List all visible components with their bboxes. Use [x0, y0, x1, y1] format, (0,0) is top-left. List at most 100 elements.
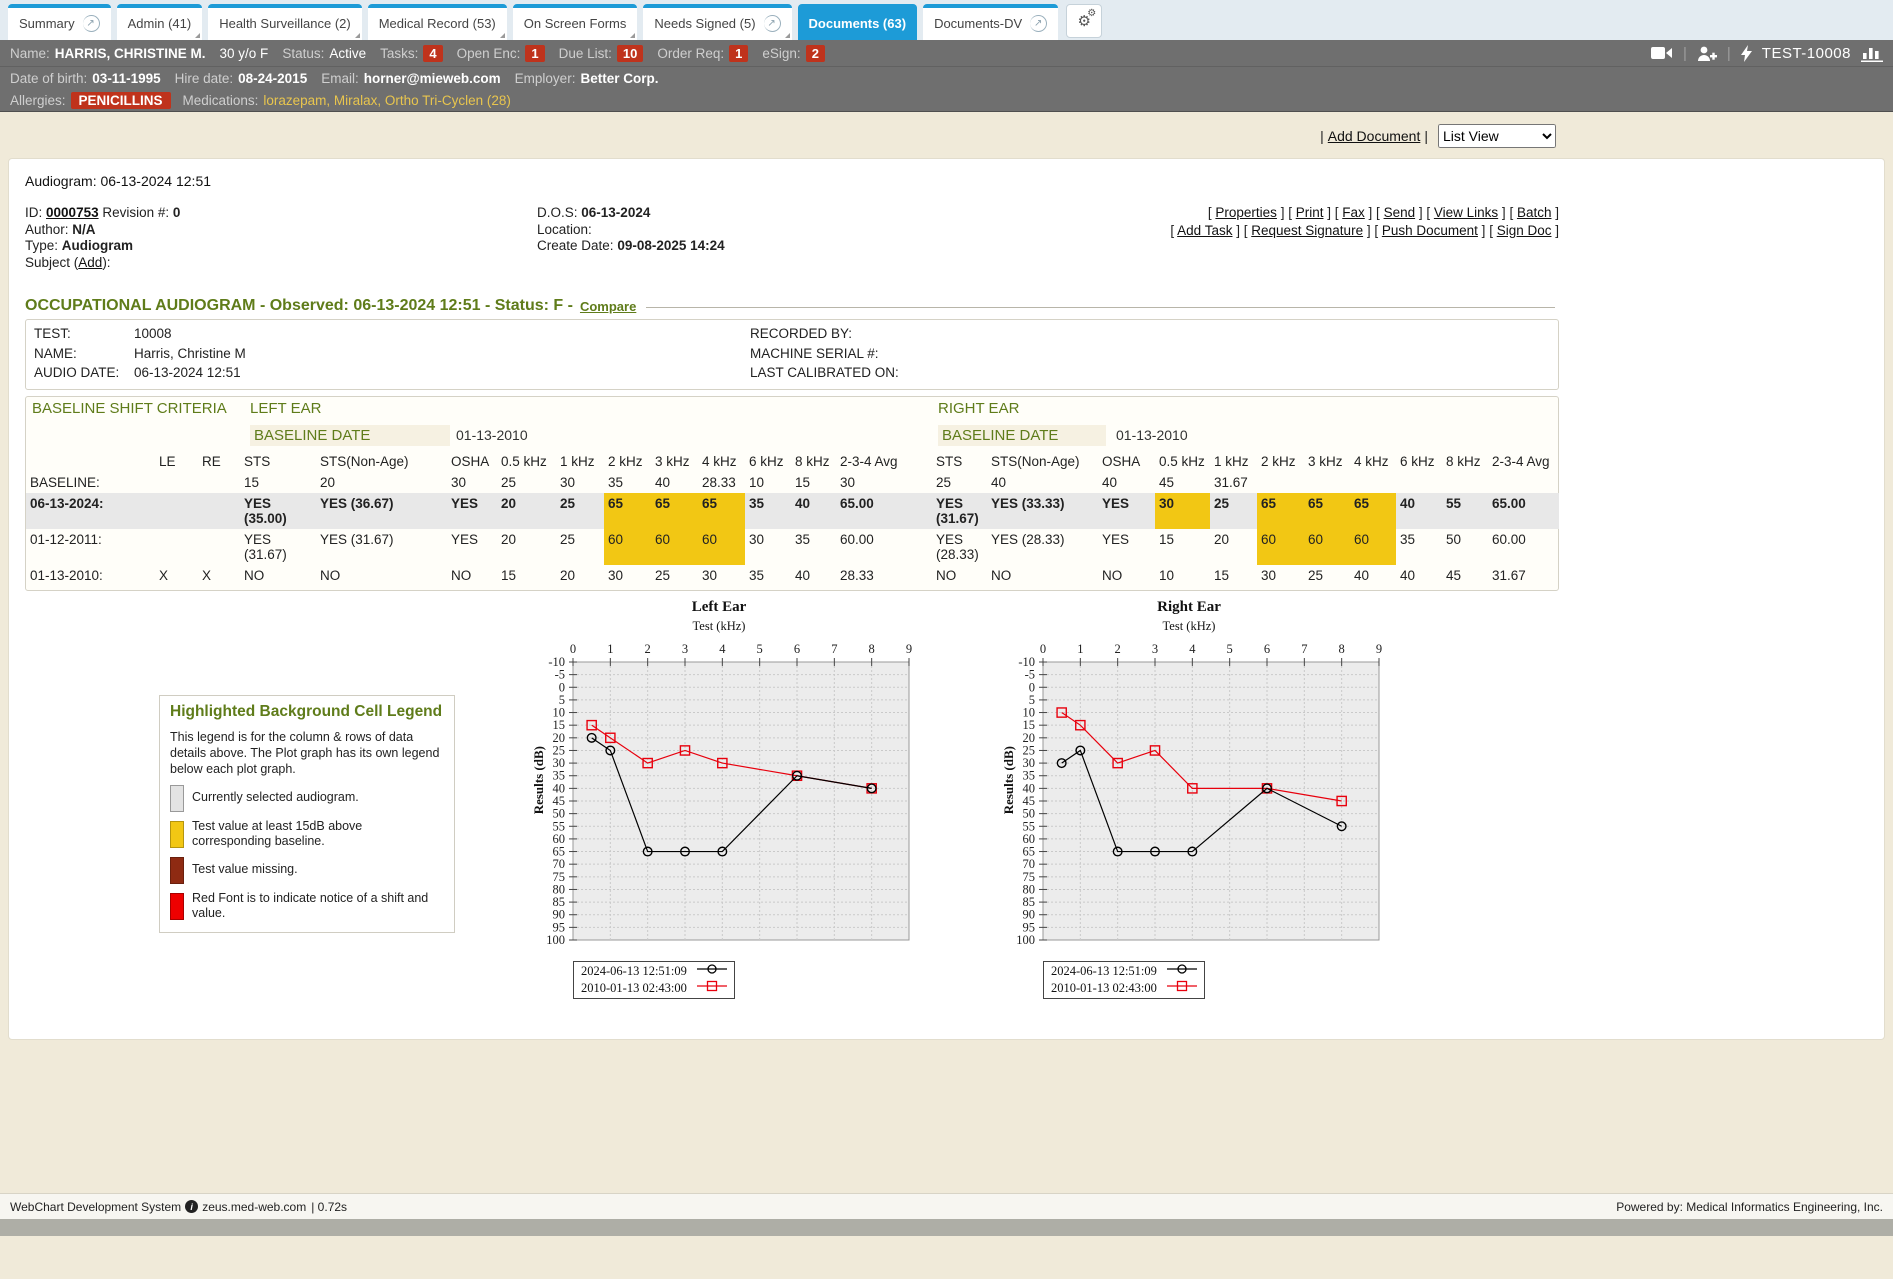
- chart-x-axis-title: Test (kHz): [692, 618, 746, 633]
- push-document-link[interactable]: Push Document: [1381, 222, 1478, 238]
- svg-text:40: 40: [553, 781, 566, 795]
- document-id-link[interactable]: 0000753: [46, 205, 99, 220]
- table-cell: 50: [1446, 531, 1462, 547]
- separator: |: [1726, 44, 1731, 62]
- add-task-link[interactable]: Add Task: [1177, 222, 1233, 238]
- table-cell: 65.00: [1488, 492, 1559, 529]
- legend-item: Test value at least 15dB above correspon…: [170, 819, 444, 850]
- field-value: 08-24-2015: [238, 70, 308, 86]
- tab-needs-signed-5[interactable]: Needs Signed (5) ↗: [643, 4, 792, 40]
- tab-documents-dv[interactable]: Documents-DV ↗: [923, 4, 1059, 40]
- table-cell: NO: [1102, 567, 1123, 583]
- location-label: Location:: [537, 221, 592, 237]
- allergy-badge[interactable]: PENICILLINS: [70, 91, 171, 109]
- tab-summary[interactable]: Summary ↗: [8, 4, 111, 40]
- square-marker-icon: [1166, 980, 1197, 997]
- id-label: ID:: [25, 205, 43, 220]
- criteria-label: BASELINE SHIFT CRITERIA: [32, 399, 227, 417]
- bracket: ]: [1498, 205, 1506, 220]
- sign-doc-link[interactable]: Sign Doc: [1496, 222, 1552, 238]
- video-camera-icon[interactable]: [1650, 46, 1673, 60]
- stat-badge[interactable]: 1: [525, 44, 545, 62]
- subject-add-link[interactable]: Add: [78, 254, 103, 270]
- status-label: Status:: [282, 45, 325, 61]
- tab-admin-41[interactable]: Admin (41): [116, 4, 203, 40]
- subject-suffix: ):: [102, 254, 111, 270]
- fax-link[interactable]: Fax: [1342, 205, 1365, 220]
- plot-legend: 2024-06-13 12:51:09 2010-01-13 02:43:00: [1043, 960, 1205, 999]
- table-cell: 25: [936, 474, 952, 490]
- stat-badge[interactable]: 1: [729, 44, 749, 62]
- table-cell: 28.33: [702, 474, 736, 490]
- baseline-shift-box: BASELINE SHIFT CRITERIA LEFT EAR RIGHT E…: [25, 395, 1559, 591]
- tab-medical-record-53[interactable]: Medical Record (53): [367, 4, 507, 40]
- table-cell: 65: [604, 492, 651, 529]
- svg-text:45: 45: [553, 794, 566, 808]
- properties-link[interactable]: Properties: [1215, 205, 1277, 220]
- separator: |: [1320, 128, 1324, 144]
- bracket: ]: [1477, 222, 1486, 238]
- patient-header-bar: Name: HARRIS, CHRISTINE M. 30 y/o F Stat…: [0, 40, 1893, 67]
- svg-text:100: 100: [1016, 933, 1035, 947]
- table-cell: [198, 472, 240, 493]
- table-cell: YES (28.33): [936, 531, 979, 562]
- stat-badge[interactable]: 10: [616, 44, 644, 62]
- print-link[interactable]: Print: [1295, 205, 1324, 220]
- content-area: | Add Document | List View Audiogram: 06…: [0, 112, 1893, 1236]
- info-icon[interactable]: i: [185, 1200, 199, 1213]
- request-signature-link[interactable]: Request Signature: [1251, 222, 1364, 238]
- svg-text:65: 65: [553, 844, 566, 858]
- send-link[interactable]: Send: [1383, 205, 1416, 220]
- external-link-icon[interactable]: ↗: [82, 15, 100, 32]
- batch-link[interactable]: Batch: [1516, 205, 1552, 220]
- audiogram-section-title: OCCUPATIONAL AUDIOGRAM - Observed: 06-13…: [25, 297, 573, 314]
- svg-text:95: 95: [1023, 920, 1036, 934]
- svg-text:50: 50: [553, 806, 566, 820]
- table-cell: 15: [1214, 567, 1230, 583]
- svg-text:4: 4: [1189, 642, 1196, 656]
- legend-text: Currently selected audiogram.: [192, 790, 359, 805]
- svg-text:55: 55: [553, 819, 566, 833]
- stat-badge[interactable]: 2: [805, 44, 825, 62]
- bracket: [: [1239, 222, 1252, 238]
- table-cell: NO: [244, 567, 265, 583]
- column-header: 8 kHz: [1446, 453, 1481, 469]
- view-mode-select[interactable]: List View: [1438, 124, 1556, 148]
- table-cell: 20: [501, 531, 517, 547]
- tab-documents-63[interactable]: Documents (63): [797, 4, 918, 40]
- stat-badge[interactable]: 4: [423, 44, 443, 62]
- svg-text:15: 15: [553, 718, 566, 732]
- view-links-link[interactable]: View Links: [1433, 205, 1499, 220]
- add-document-link[interactable]: Add Document: [1327, 128, 1421, 144]
- info-row: LAST CALIBRATED ON:: [750, 363, 920, 383]
- external-link-icon[interactable]: ↗: [1030, 15, 1048, 32]
- table-cell: 25: [501, 474, 517, 490]
- svg-text:5: 5: [1029, 692, 1035, 706]
- audiogram-plot: 0 1 2 3 4 5 6 7 8 9-10-50510152025303540455055606…: [546, 642, 912, 947]
- bar-chart-icon[interactable]: [1861, 45, 1883, 62]
- column-header: 1 kHz: [1214, 453, 1249, 469]
- info-label: AUDIO DATE:: [34, 365, 120, 380]
- add-person-icon[interactable]: [1697, 46, 1717, 61]
- compare-link[interactable]: Compare: [579, 298, 637, 314]
- table-cell: 65.00: [836, 492, 932, 529]
- bracket: [: [1207, 205, 1216, 220]
- settings-gears-icon[interactable]: ⚙ ⚙: [1066, 4, 1103, 38]
- table-cell: YES (31.67): [244, 531, 287, 562]
- document-card: Audiogram: 06-13-2024 12:51 ID: 0000753 …: [8, 158, 1885, 1040]
- svg-text:40: 40: [1023, 781, 1036, 795]
- info-row: AUDIO DATE: 06-13-2024 12:51: [34, 363, 750, 383]
- external-link-icon[interactable]: ↗: [763, 15, 781, 32]
- tab-on-screen-forms[interactable]: On Screen Forms: [512, 4, 638, 40]
- field-label: Hire date:: [174, 70, 234, 86]
- type-value: Audiogram: [61, 238, 134, 253]
- tab-health-surveillance-2[interactable]: Health Surveillance (2): [208, 4, 362, 40]
- column-header: STS(Non-Age): [320, 453, 409, 469]
- svg-text:50: 50: [1023, 806, 1036, 820]
- lightning-bolt-icon[interactable]: [1740, 44, 1752, 62]
- medications-list[interactable]: lorazepam, Miralax, Ortho Tri-Cyclen (28…: [263, 92, 511, 108]
- svg-text:10: 10: [553, 705, 566, 719]
- svg-text:85: 85: [1023, 895, 1036, 909]
- bracket: [: [1284, 205, 1296, 220]
- chart-title: Right Ear: [1157, 598, 1221, 615]
